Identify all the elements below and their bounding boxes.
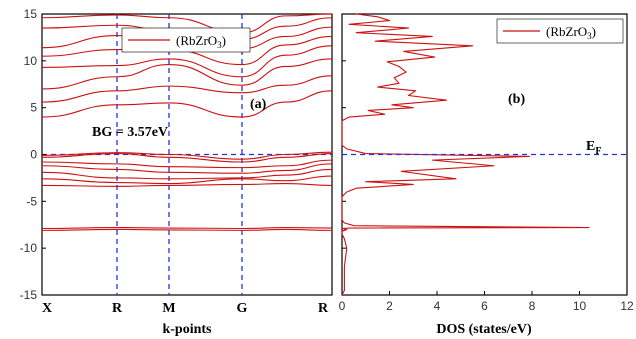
y-tick-label: -5: [26, 194, 37, 208]
band-line: [41, 182, 333, 187]
y-tick-label: 15: [24, 7, 38, 21]
dos-x-tick-label: 4: [434, 299, 441, 313]
panel-b-frame: [341, 13, 628, 296]
band-line: [41, 90, 333, 118]
band-structure-panel: -15 -10 -5 0 5 10 15 X R M G R k-points (RbZrO3) (…: [20, 7, 333, 337]
band-line: [41, 159, 333, 169]
band-line: [41, 35, 333, 66]
band-line: [41, 153, 333, 163]
band-line: [41, 151, 333, 160]
band-line: [41, 13, 333, 34]
band-line: [41, 227, 333, 230]
y-tick-label: -15: [20, 288, 38, 302]
dos-x-tick-label: 10: [573, 299, 587, 313]
dos-curve: [341, 13, 590, 296]
y-tick-label: -10: [20, 241, 38, 255]
k-point-label: M: [162, 301, 175, 316]
band-line: [41, 75, 333, 103]
band-line: [41, 168, 333, 180]
panel-b-legend: (RbZrO3): [496, 18, 624, 44]
panel-a-legend: (RbZrO3): [121, 27, 251, 53]
panel-a-legend-label: (RbZrO3): [176, 33, 226, 50]
dos-x-tick-label: 0: [339, 299, 346, 313]
band-line: [41, 175, 333, 185]
dos-x-tick-label: 8: [529, 299, 536, 313]
band-line: [41, 163, 333, 174]
k-point-label: G: [237, 301, 248, 316]
band-line: [41, 228, 333, 231]
y-tick-label: 10: [24, 54, 38, 68]
dos-x-tick-label: 12: [620, 299, 634, 313]
dos-panel: 0 2 4 6 8 10 12 DOS (states/eV) (RbZrO3) (b) E…: [339, 13, 634, 337]
panel-b-xlabel: DOS (states/eV): [436, 322, 532, 337]
band-line: [41, 58, 333, 90]
dos-x-tick-label: 2: [386, 299, 393, 313]
panel-a-label: (a): [250, 97, 267, 112]
panel-a-xlabel: k-points: [162, 322, 212, 337]
k-point-label: X: [42, 301, 52, 316]
band-line: [41, 45, 333, 78]
k-point-label: R: [318, 301, 329, 316]
k-point-label: R: [112, 301, 123, 316]
panel-b-legend-label: (RbZrO3): [546, 24, 596, 41]
band-gap-annotation: BG = 3.57eV: [92, 125, 168, 140]
dos-x-tick-label: 6: [481, 299, 488, 313]
panel-b-label: (b): [508, 92, 525, 107]
y-tick-label: 0: [30, 148, 37, 162]
y-tick-label: 5: [30, 101, 37, 115]
